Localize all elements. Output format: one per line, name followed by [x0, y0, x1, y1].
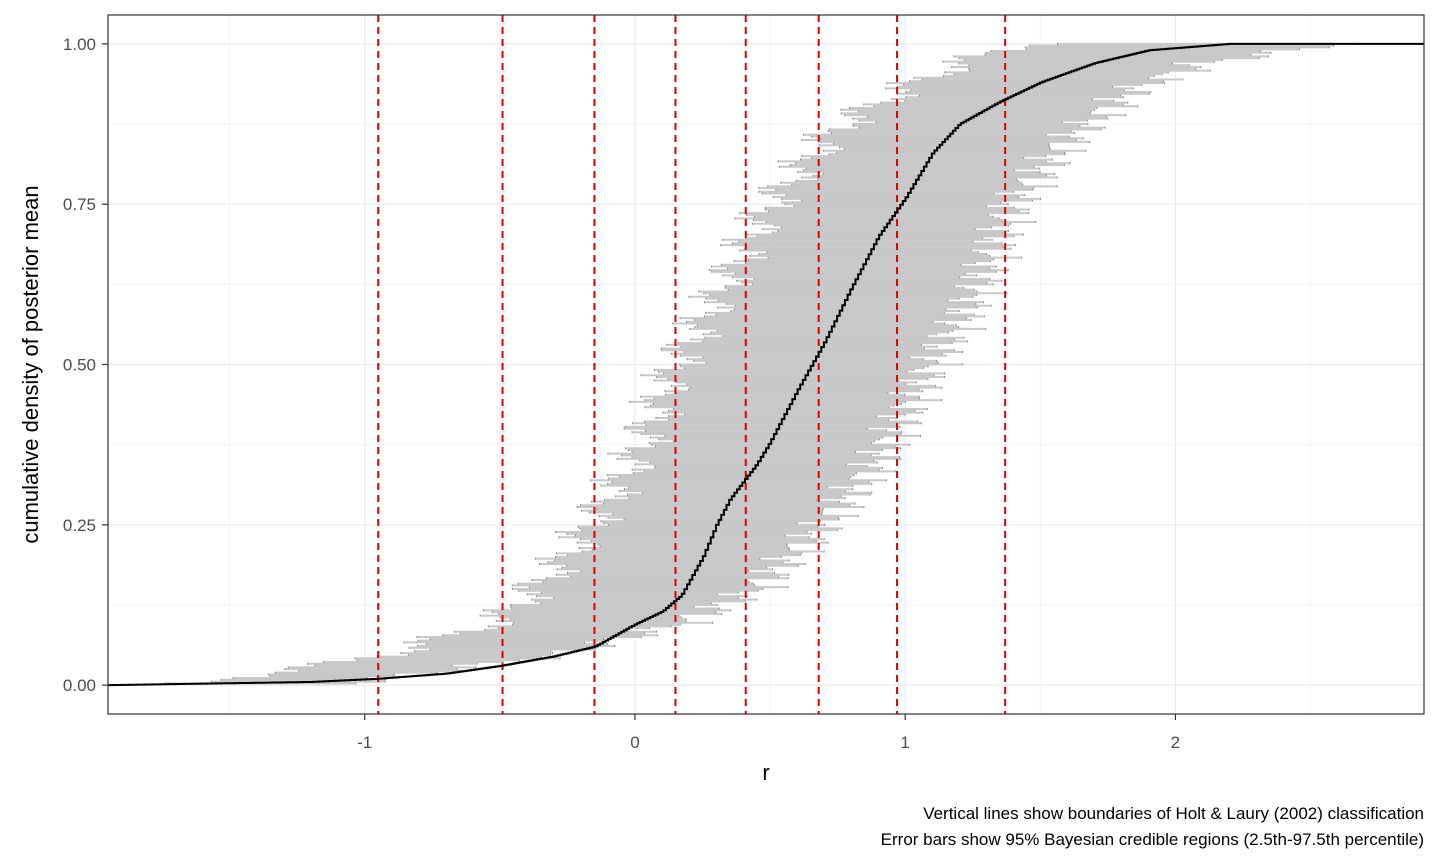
x-tick-label: 1	[900, 733, 909, 752]
caption-line-2: Error bars show 95% Bayesian credible re…	[881, 830, 1424, 849]
error-bars	[164, 42, 1360, 685]
ecdf-line	[108, 42, 1424, 687]
x-tick-label: -1	[357, 733, 372, 752]
x-tick-label: 0	[630, 733, 639, 752]
caption-line-1: Vertical lines show boundaries of Holt &…	[923, 804, 1424, 823]
y-tick-label: 0.75	[63, 195, 96, 214]
y-tick-label: 0.50	[63, 356, 96, 375]
classification-boundaries	[377, 15, 1007, 714]
y-tick-label: 1.00	[63, 35, 96, 54]
x-axis-title: r	[762, 760, 769, 785]
y-tick-label: 0.00	[63, 676, 96, 695]
y-tick-label: 0.25	[63, 516, 96, 535]
y-axis-title: cumulative density of posterior mean	[18, 185, 43, 543]
axes: -1 0 1 2 0.00 0.25 0.50 0.75 1.00	[63, 35, 1180, 752]
ecdf-series	[108, 42, 1424, 687]
x-tick-label: 2	[1171, 733, 1180, 752]
